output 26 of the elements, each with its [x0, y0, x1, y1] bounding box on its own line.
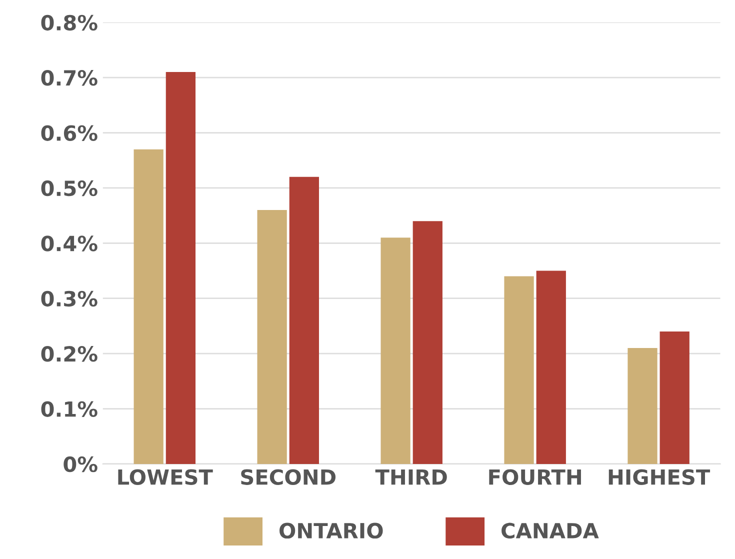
x-tick-label: SECOND: [241, 469, 336, 485]
y-tick-label: 0.7%: [41, 70, 98, 86]
bar: [660, 331, 690, 464]
y-tick-label: 0.2%: [41, 346, 98, 362]
bar: [166, 72, 196, 464]
bar: [536, 270, 566, 464]
bar: [412, 221, 442, 464]
y-tick-label: 0.8%: [41, 14, 98, 31]
y-tick-label: 0.1%: [41, 401, 98, 417]
bar: [134, 149, 164, 464]
x-tick-label: THIRD: [375, 469, 447, 485]
x-tick-label: LOWEST: [118, 469, 213, 485]
legend-label: ONTARIO: [280, 522, 383, 539]
y-tick-label: 0%: [64, 456, 98, 472]
x-tick-label: FOURTH: [489, 469, 581, 485]
y-tick-label: 0.5%: [41, 180, 98, 196]
legend-label: CANADA: [502, 522, 599, 539]
x-tick-label: HIGHEST: [608, 469, 710, 485]
y-tick-label: 0.4%: [41, 236, 98, 252]
y-tick-label: 0.3%: [41, 290, 98, 307]
bar: [257, 210, 287, 464]
bar: [289, 176, 319, 464]
bar: [380, 238, 410, 464]
bar: [504, 276, 534, 464]
bar: [628, 348, 658, 464]
y-tick-label: 0.6%: [41, 125, 98, 141]
